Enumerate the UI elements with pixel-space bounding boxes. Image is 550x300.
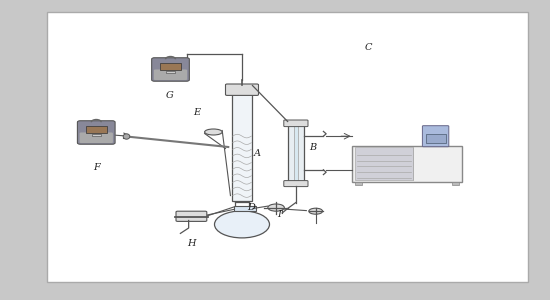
- FancyBboxPatch shape: [154, 70, 187, 80]
- Ellipse shape: [309, 208, 322, 214]
- Bar: [234, 206, 256, 211]
- Bar: [160, 63, 181, 70]
- Ellipse shape: [214, 211, 270, 238]
- Bar: [352, 146, 462, 182]
- Bar: [166, 71, 175, 73]
- Ellipse shape: [268, 204, 284, 211]
- FancyBboxPatch shape: [80, 133, 113, 143]
- Bar: [452, 182, 459, 184]
- Text: G: G: [166, 92, 173, 100]
- FancyBboxPatch shape: [226, 84, 258, 95]
- Text: F: F: [93, 164, 100, 172]
- Bar: [294, 123, 298, 183]
- Text: C: C: [365, 44, 372, 52]
- Text: I: I: [277, 210, 281, 219]
- Bar: [232, 87, 252, 201]
- Ellipse shape: [205, 129, 222, 135]
- Text: D: D: [247, 202, 255, 211]
- Ellipse shape: [123, 134, 130, 139]
- Bar: [47, 12, 528, 282]
- Text: A: A: [254, 148, 261, 158]
- Text: E: E: [194, 108, 200, 117]
- Text: B: B: [309, 142, 316, 152]
- Bar: [355, 147, 412, 180]
- Bar: [355, 182, 362, 184]
- FancyBboxPatch shape: [284, 120, 308, 127]
- FancyBboxPatch shape: [422, 126, 449, 147]
- Bar: [86, 126, 107, 133]
- FancyBboxPatch shape: [176, 211, 207, 221]
- Text: H: H: [187, 238, 196, 247]
- FancyBboxPatch shape: [284, 181, 308, 187]
- FancyBboxPatch shape: [152, 58, 189, 81]
- Bar: [426, 134, 446, 143]
- Bar: [92, 134, 101, 136]
- FancyBboxPatch shape: [78, 121, 115, 144]
- Bar: [288, 123, 304, 183]
